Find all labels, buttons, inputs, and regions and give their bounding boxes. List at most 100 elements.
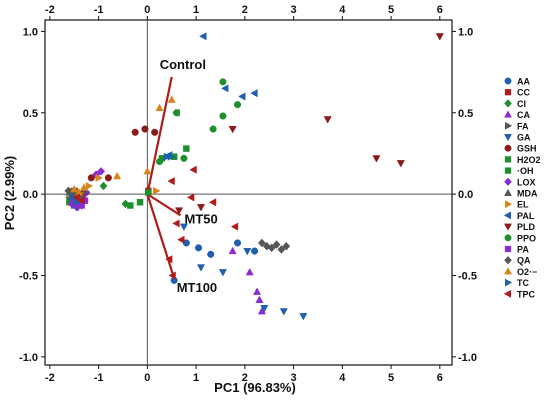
x-tick-label-top: 3: [291, 4, 297, 16]
legend-label: ·OH: [517, 166, 534, 176]
x-tick-label-top: -2: [45, 4, 55, 16]
plot-frame: [44, 19, 453, 366]
legend-marker: [504, 234, 512, 242]
legend-marker: [504, 188, 512, 196]
data-point: [245, 267, 254, 276]
x-tick-label-top: 2: [242, 4, 248, 16]
legend-label: TC: [517, 278, 529, 288]
data-point: [177, 235, 185, 244]
x-tick-label-bottom: 5: [388, 372, 394, 384]
legend-marker: [504, 223, 512, 231]
data-point: [257, 238, 266, 248]
data-point: [252, 287, 262, 295]
legend-label: PAL: [517, 211, 535, 221]
legend-marker: [504, 77, 512, 85]
legend-label: H2O2: [517, 155, 541, 165]
legend-label: CA: [517, 110, 530, 120]
data-point: [155, 103, 164, 111]
data-point: [251, 247, 259, 255]
x-tick-label-top: 5: [388, 4, 394, 16]
y-tick-label-left: -0.5: [19, 270, 38, 282]
data-point: [199, 32, 207, 41]
legend-marker: [504, 177, 512, 187]
data-point: [79, 183, 89, 191]
data-point: [282, 241, 291, 251]
data-point: [219, 112, 227, 120]
y-tick-label-right: -1.0: [458, 352, 477, 364]
data-point: [228, 125, 237, 134]
y-tick-label-right: 1.0: [458, 26, 473, 38]
legend-marker: [504, 134, 512, 142]
data-point: [219, 78, 227, 86]
x-tick-label-top: 6: [437, 4, 443, 16]
data-point: [179, 223, 188, 231]
legend-marker: [504, 267, 512, 275]
x-tick-label-top: 1: [193, 4, 199, 16]
score-points: [64, 32, 444, 321]
series-ca: [72, 197, 266, 315]
y-tick-label-right: 0.5: [458, 108, 473, 120]
data-point: [196, 264, 206, 272]
data-point: [168, 271, 176, 280]
data-point: [172, 219, 180, 228]
data-point: [243, 248, 252, 256]
data-point: [95, 173, 103, 182]
data-point: [73, 198, 81, 207]
data-point: [230, 222, 239, 231]
data-point: [238, 92, 246, 101]
data-point: [208, 198, 217, 207]
legend-label: PPO: [517, 233, 536, 243]
x-tick-label-bottom: 4: [339, 372, 346, 384]
data-point: [99, 181, 108, 191]
vector-label: Control: [160, 57, 206, 72]
data-point: [151, 128, 159, 136]
data-point: [153, 186, 161, 195]
data-point: [228, 246, 237, 255]
data-point: [196, 204, 206, 212]
legend-marker: [504, 110, 512, 118]
series-qa: [64, 186, 291, 254]
data-point: [221, 84, 229, 93]
data-point: [173, 109, 181, 117]
data-point: [233, 101, 242, 109]
x-tick-label-bottom: 2: [242, 372, 248, 384]
legend-label: GSH: [517, 144, 537, 154]
vector-label: MT50: [185, 211, 218, 226]
legend-marker: [503, 289, 511, 298]
x-tick-label-top: 4: [339, 4, 346, 16]
data-point: [260, 304, 269, 313]
data-point: [435, 33, 444, 41]
data-point: [136, 199, 144, 206]
x-tick-label-bottom: -1: [94, 372, 104, 384]
series-aa: [68, 193, 259, 284]
data-point: [104, 174, 112, 182]
data-point: [194, 244, 203, 252]
legend-marker: [504, 99, 512, 108]
data-point: [182, 239, 190, 247]
legend-label: MDA: [517, 189, 538, 199]
loading-vector: [146, 76, 173, 195]
data-point: [87, 174, 95, 182]
legend-label: LOX: [517, 177, 536, 187]
series-tpc: [72, 165, 239, 280]
data-point: [131, 128, 139, 136]
data-point: [267, 243, 276, 253]
axis-ticks: -2 -2 -1 -1 0 0 1 1 2 2 3 3 4 4 5 5 6 6 -1.0 -1.0 -0.5 -0.5 0.…: [19, 4, 477, 384]
data-point: [250, 89, 258, 98]
legend-label: FA: [517, 121, 529, 131]
legend-label: EL: [517, 200, 529, 210]
series-ppo: [68, 78, 242, 200]
legend-marker: [505, 200, 513, 209]
data-point: [145, 189, 152, 196]
legend-marker: [505, 278, 513, 287]
data-point: [141, 125, 149, 133]
data-point: [255, 295, 264, 303]
data-point: [174, 207, 184, 215]
data-point: [396, 160, 405, 168]
data-point: [180, 154, 188, 162]
data-point: [279, 308, 288, 316]
data-point: [372, 155, 381, 163]
series-o2: [70, 95, 176, 196]
data-point: [163, 152, 172, 161]
data-point: [97, 167, 106, 176]
